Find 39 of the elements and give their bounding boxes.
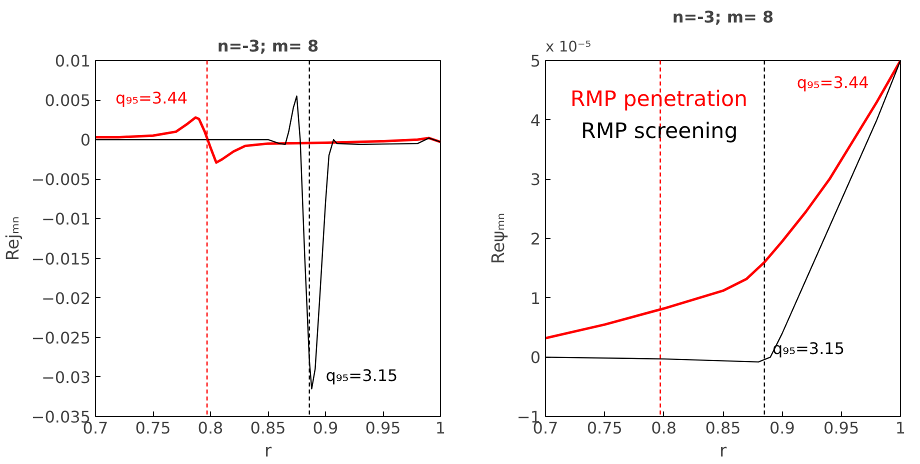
y-tick-label: 4 (530, 110, 541, 130)
y-tick-label: 1 (530, 288, 541, 308)
x-tick-label: 0.85 (250, 418, 286, 438)
x-tick-label: 0.8 (651, 418, 677, 438)
x-tick-label: 0.85 (705, 418, 741, 438)
y-tick-label: 3 (530, 170, 541, 190)
x-tick-label: 0.95 (365, 418, 401, 438)
text: x 10⁻⁵ (546, 38, 592, 56)
y-tick-label: 0 (80, 130, 91, 150)
x-tick-label: 1 (895, 418, 906, 438)
y-tick-label: −0.015 (31, 249, 91, 268)
y-tick-label: −0.03 (41, 368, 90, 387)
y-tick-label: −0.02 (41, 288, 90, 308)
y-tick-label: 0 (530, 348, 541, 368)
x-tick-label: 0.8 (198, 418, 224, 438)
x-tick-label: 0.95 (824, 418, 860, 438)
series-label: q₉₅=3.44 (796, 73, 869, 92)
x-axis-title: r (264, 442, 272, 462)
x-axis-title: r (719, 442, 728, 462)
y-tick-label: 2 (530, 230, 541, 248)
chart-title: n=-3; m= 8 (217, 36, 319, 56)
x-tick-label: 0.9 (769, 418, 795, 438)
x-tick-label: 0.9 (312, 418, 338, 438)
annotation: RMP penetration (570, 87, 748, 112)
y-tick-label: −0.025 (31, 328, 91, 348)
x-tick-label: 0.75 (586, 418, 622, 438)
x-tick-label: 1 (435, 418, 446, 438)
y-axis-title: Reψₘₙ (488, 212, 509, 264)
y-tick-label: 0.01 (54, 52, 90, 70)
annotation: RMP screening (581, 119, 738, 144)
y-tick-label: −0.005 (31, 170, 91, 190)
y-tick-label: 0.005 (44, 91, 91, 110)
x-tick-label: 0.75 (135, 418, 171, 438)
series-label: q₉₅=3.44 (116, 88, 188, 108)
series-label: q₉₅=3.15 (326, 366, 398, 385)
chart-title: n=-3; m= 8 (672, 8, 774, 26)
y-axis-title: Rejₘₙ (3, 216, 24, 261)
y-tick-label: 5 (530, 52, 541, 70)
y-tick-label: −0.01 (41, 210, 90, 229)
